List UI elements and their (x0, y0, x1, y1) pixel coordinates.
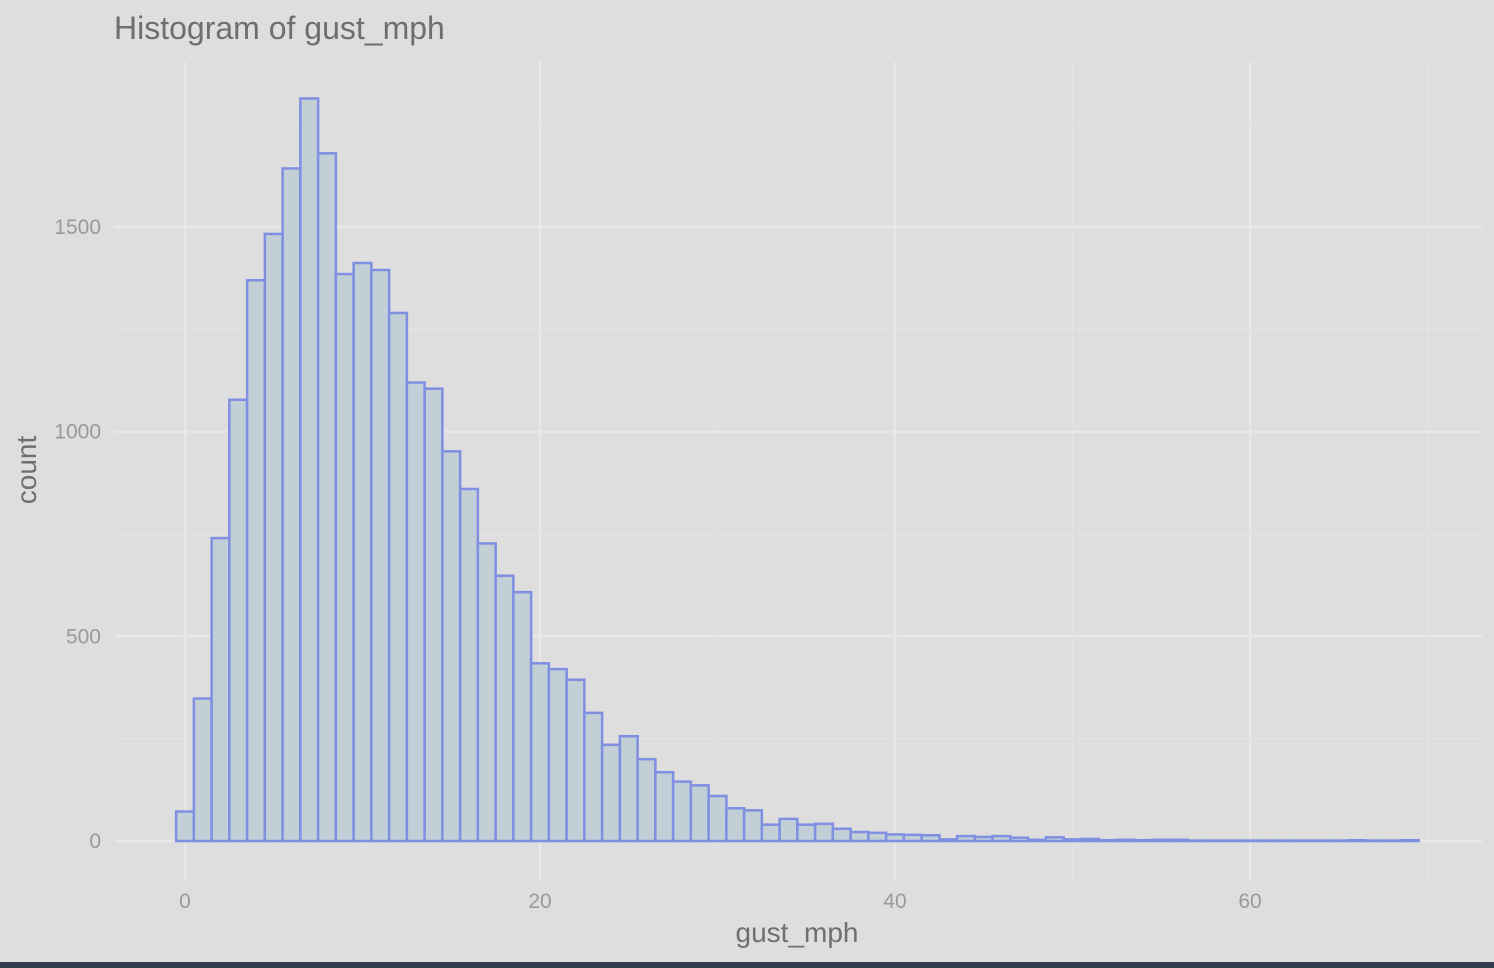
histogram-bar (600, 743, 622, 843)
histogram-bar (760, 823, 781, 843)
histogram-bar (1044, 836, 1065, 843)
histogram-bar (281, 167, 302, 843)
histogram-bar (654, 770, 675, 843)
y-tick-label: 0 (89, 830, 101, 853)
histogram-bar (245, 278, 267, 843)
histogram-bar (1097, 838, 1119, 843)
histogram-bar (174, 810, 196, 843)
histogram-bar (725, 807, 746, 843)
histogram-bar (831, 827, 852, 843)
histogram-bar (778, 817, 799, 843)
histogram-bar (423, 387, 444, 843)
histogram-bar (1346, 838, 1367, 843)
histogram-bar (1062, 838, 1083, 843)
bars-layer (174, 97, 1420, 843)
window-bottom-edge (0, 962, 1494, 968)
histogram-bar (1168, 838, 1190, 843)
histogram-bar (991, 834, 1012, 843)
histogram-bar (387, 311, 409, 843)
histogram-bar (299, 97, 320, 843)
chart-title: Histogram of gust_mph (114, 10, 445, 46)
histogram-bar (902, 833, 923, 843)
histogram-bar (636, 757, 657, 843)
histogram-bar (849, 830, 870, 843)
x-tick-label: 20 (528, 890, 551, 913)
histogram-bar (1115, 838, 1136, 843)
histogram-bar (547, 667, 568, 843)
histogram-bar (405, 381, 426, 843)
histogram-bar (955, 834, 977, 843)
histogram-bar (494, 574, 515, 843)
histogram-bar (671, 780, 693, 843)
y-axis-title: count (11, 436, 42, 505)
histogram-bar (263, 232, 284, 843)
histogram-bar (973, 835, 994, 843)
histogram-bar (707, 794, 728, 843)
histogram-bar (1151, 838, 1172, 843)
x-axis-title: gust_mph (736, 917, 859, 948)
x-tick-label: 0 (179, 890, 191, 913)
histogram-bar (884, 833, 906, 843)
y-tick-label: 500 (66, 625, 101, 648)
histogram-bar (689, 784, 710, 843)
histogram-bar (529, 662, 551, 843)
x-tick-label: 40 (883, 890, 906, 913)
x-tick-label: 60 (1238, 890, 1261, 913)
histogram-bar (938, 838, 959, 843)
histogram-bar (370, 268, 391, 843)
histogram-bar (583, 711, 604, 843)
histogram-bar (618, 734, 639, 843)
histogram-bar (334, 272, 355, 843)
histogram-bar (1026, 838, 1048, 843)
y-tick-label: 1000 (54, 421, 101, 444)
histogram-bar (1009, 836, 1030, 843)
histogram-bar (742, 809, 764, 843)
histogram-bar (316, 152, 338, 843)
histogram-bar (512, 590, 533, 843)
histogram-bar (228, 398, 249, 843)
histogram-bar (1399, 838, 1420, 843)
histogram-bar (813, 822, 835, 843)
histogram-bar (920, 834, 941, 843)
histogram-bar (1133, 838, 1154, 843)
histogram-bar (352, 261, 373, 843)
histogram-bar (210, 536, 231, 843)
y-tick-labels: 0 500 1000 1500 (54, 216, 101, 853)
histogram-bar (441, 450, 462, 843)
histogram-bar (458, 487, 480, 843)
histogram-bar (565, 678, 586, 843)
histogram-bar (867, 831, 888, 843)
x-tick-labels: 0 20 40 60 (179, 890, 1262, 913)
histogram-bar (1080, 837, 1101, 843)
histogram-bar (796, 823, 817, 843)
y-tick-label: 1500 (54, 216, 101, 239)
histogram-bar (192, 697, 213, 843)
histogram-bar (476, 542, 497, 843)
